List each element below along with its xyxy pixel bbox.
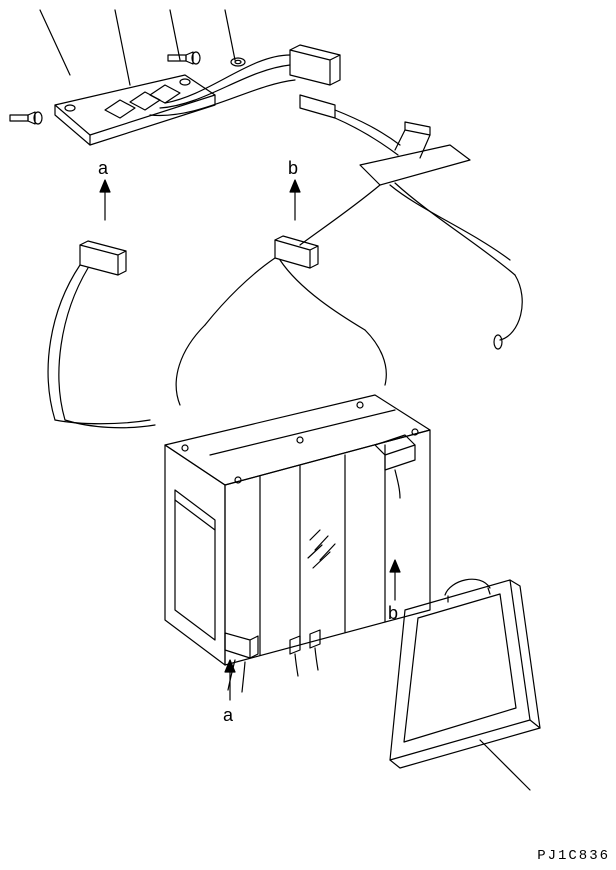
- label-a-top: a: [98, 158, 108, 179]
- label-b-top: b: [288, 158, 298, 179]
- diagram-svg: [0, 0, 616, 870]
- label-a-bottom: a: [223, 705, 233, 726]
- drawing-code: PJ1C836: [537, 848, 610, 864]
- label-b-bottom: b: [388, 603, 398, 624]
